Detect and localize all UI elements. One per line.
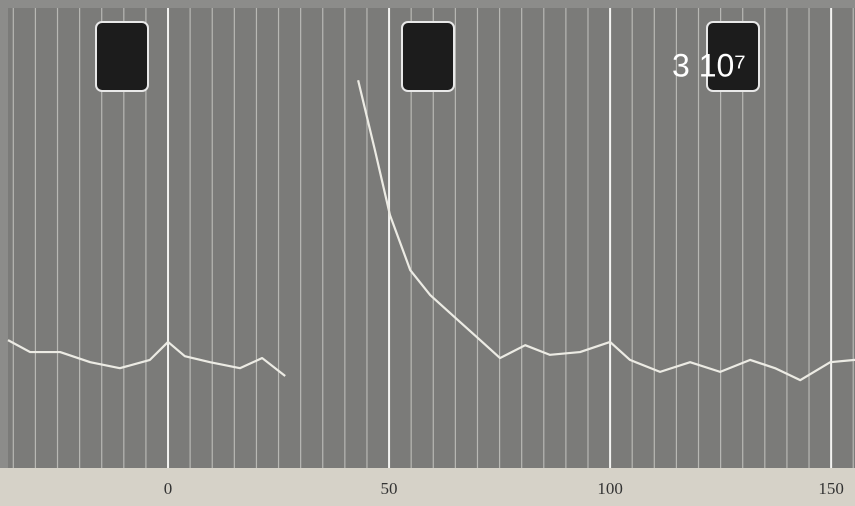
marker-box bbox=[95, 21, 149, 92]
x-tick-label: 100 bbox=[597, 479, 623, 498]
axis-strip bbox=[0, 468, 855, 506]
marker-box bbox=[401, 21, 455, 92]
x-tick-label: 150 bbox=[818, 479, 844, 498]
marker-box bbox=[706, 21, 760, 92]
trace bbox=[357, 79, 855, 382]
trace bbox=[7, 339, 286, 377]
x-tick-label: 50 bbox=[381, 479, 398, 498]
x-tick-label: 0 bbox=[164, 479, 173, 498]
annotation: 3 10⁷ bbox=[672, 47, 746, 83]
